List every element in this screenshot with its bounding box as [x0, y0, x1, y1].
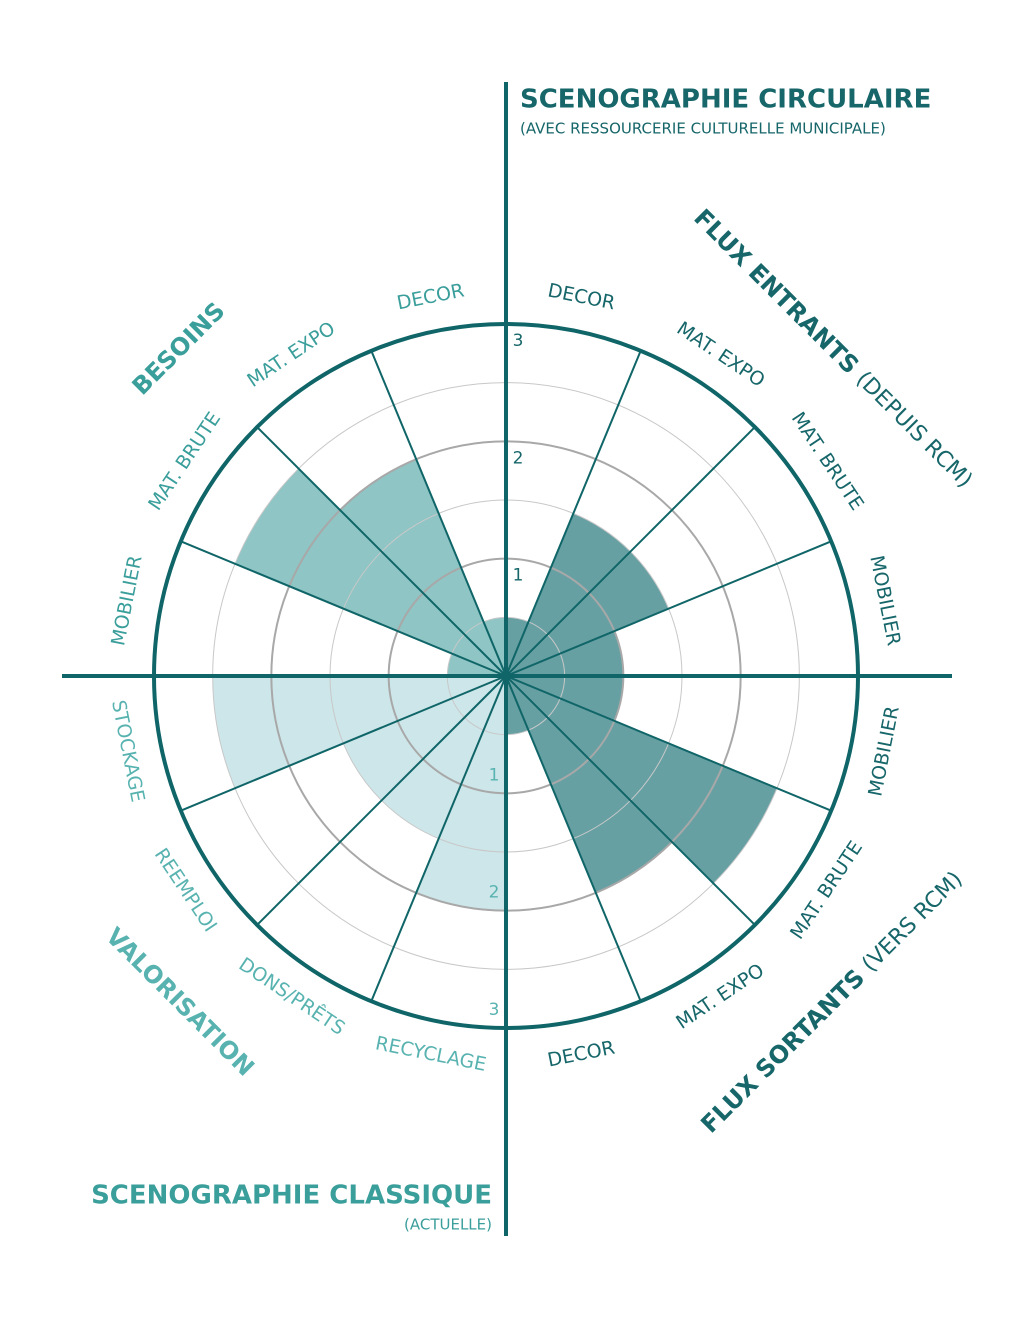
subtitle: (AVEC RESSOURCERIE CULTURELLE MUNICIPALE…	[520, 120, 886, 138]
wedge	[416, 676, 506, 911]
category-label: MAT. BRUTE	[786, 837, 867, 943]
spoke	[505, 426, 756, 677]
spoke	[256, 426, 507, 677]
spoke	[505, 675, 832, 812]
group-note: (DEPUIS RCM)	[851, 367, 977, 493]
r-tick-label: 1	[489, 765, 500, 785]
title: SCENOGRAPHIE CLASSIQUE	[91, 1181, 492, 1211]
r-tick-label: 2	[489, 883, 500, 903]
wedge	[234, 468, 506, 676]
category-label: MOBILIER	[865, 554, 904, 648]
category-label: DECOR	[395, 279, 466, 314]
category-label: MAT. EXPO	[673, 317, 769, 391]
wedge	[506, 551, 669, 676]
r-tick-label: 3	[513, 331, 524, 351]
group-label: VALORISATION	[100, 922, 259, 1081]
spoke	[370, 675, 507, 1002]
category-label: RECYCLAGE	[374, 1032, 489, 1076]
title: SCENOGRAPHIE CIRCULAIRE	[520, 85, 931, 115]
spoke	[180, 540, 507, 677]
r-tick-label: 1	[513, 566, 524, 586]
spoke	[505, 675, 756, 926]
category-label: STOCKAGE	[107, 698, 149, 804]
category-label: MOBILIER	[107, 554, 146, 648]
r-tick-label: 3	[489, 1000, 500, 1020]
category-label: DECOR	[546, 279, 617, 314]
group-label: BESOINS	[127, 297, 231, 401]
wedge	[506, 676, 778, 884]
spoke	[180, 675, 507, 812]
category-label: MAT. BRUTE	[144, 408, 225, 514]
category-label: DECOR	[546, 1037, 617, 1072]
spoke	[505, 675, 642, 1002]
group-name: VALORISATION	[100, 922, 259, 1081]
category-label: REEMPLOI	[150, 844, 221, 936]
spoke	[505, 350, 642, 677]
group-note: (VERS RCM)	[857, 867, 967, 977]
category-label: MOBILIER	[864, 704, 903, 798]
category-label: MAT. BRUTE	[787, 408, 868, 514]
wedge	[506, 676, 672, 893]
category-label: MAT. EXPO	[672, 959, 768, 1033]
spoke	[370, 350, 507, 677]
spoke	[256, 675, 507, 926]
subtitle: (ACTUELLE)	[404, 1216, 492, 1234]
category-label: MAT. EXPO	[243, 317, 339, 391]
spoke	[505, 540, 832, 677]
wedge	[381, 676, 506, 839]
wedge	[343, 676, 506, 801]
group-name: BESOINS	[127, 297, 231, 401]
wedge	[340, 459, 506, 676]
r-tick-label: 2	[513, 448, 524, 468]
wedge	[506, 513, 631, 676]
category-label: DONS/PRÊTS	[235, 952, 350, 1039]
